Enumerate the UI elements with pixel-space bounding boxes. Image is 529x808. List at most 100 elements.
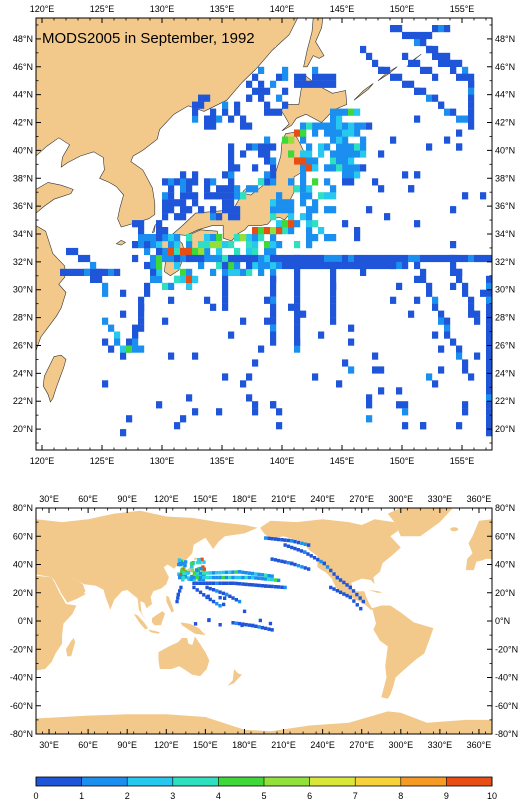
observation-cell [432,45,439,54]
observation-cell [296,548,300,552]
observation-cell [246,80,253,88]
observation-cell [286,561,291,565]
observation-cell [355,603,359,607]
observation-cell [132,331,139,339]
observation-cell [260,584,264,588]
observation-cell [324,80,331,88]
lat-label-right: 40°N [495,145,515,155]
observation-cell [192,575,196,580]
observation-cell [462,254,469,263]
observation-cell [240,150,247,158]
observation-cell [348,178,355,186]
observation-cell [234,164,241,172]
observation-cell [450,241,457,249]
observation-cell [336,150,343,158]
observation-cell [144,241,151,249]
colorbar-segment [400,777,447,786]
observation-cell [176,592,180,597]
greenland-landmass [387,508,453,537]
observation-cell [342,129,349,137]
observation-cell [102,268,109,276]
observation-cell [270,310,277,318]
observation-cell [294,303,301,311]
observation-cell [180,571,184,575]
observation-cell [176,596,180,600]
observation-cell [444,25,451,33]
observation-cell [330,157,337,165]
observation-cell [342,220,349,228]
observation-cell [450,59,457,67]
observation-cell [78,268,85,276]
observation-cell [414,38,421,47]
observation-cell [342,261,349,270]
observation-cell [348,157,355,165]
observation-cell [408,31,415,40]
observation-cell [267,577,271,582]
observation-cell [348,261,355,270]
observation-cell [168,234,175,242]
observation-cell [204,185,211,193]
observation-cell [237,575,242,580]
lat-label-left: 44°N [13,90,33,100]
observation-cell [247,575,251,580]
observation-cell [354,129,361,137]
observation-cell [201,577,206,582]
observation-cell [486,387,493,395]
observation-cell [252,359,259,367]
lat-label-left: -40°N [10,673,33,683]
observation-cell [210,254,217,263]
observation-cell [360,268,367,276]
observation-cell [114,331,121,339]
observation-cell [138,345,145,353]
observation-cell [312,129,319,137]
observation-cell [345,593,349,598]
observation-cell [462,366,469,374]
observation-cell [293,546,297,551]
observation-cell [221,575,225,580]
observation-cell [342,171,349,179]
observation-cell [234,108,241,116]
lon-label-bottom: 135°E [210,456,235,466]
observation-cell [366,394,373,402]
observation-cell [414,254,421,263]
observation-cell [456,115,463,123]
observation-cell [254,576,258,580]
observation-cell [202,575,206,580]
lon-label-bottom: 125°E [90,456,115,466]
lat-label-left: 20°N [13,588,33,598]
observation-cell [348,254,355,263]
observation-cell [330,136,337,144]
observation-cell [222,282,229,290]
observation-cell [270,80,277,88]
observation-cell [114,268,121,276]
observation-cell [150,261,157,270]
observation-cell [486,373,493,381]
observation-cell [270,275,277,283]
observation-cell [336,261,343,270]
observation-cell [322,561,326,566]
observation-cell [252,408,259,416]
observation-cell [162,317,169,325]
observation-cell [267,584,271,588]
observation-cell [288,220,295,228]
sumatra-landmass [133,613,148,630]
observation-cell [258,345,265,353]
observation-cell [270,227,277,235]
observation-cell [208,586,212,591]
observation-cell [300,73,307,81]
observation-cell [306,206,313,214]
africa-landmass [36,575,77,671]
observation-cell [234,192,241,200]
observation-cell [264,157,271,165]
lat-label-right: 40°N [495,560,515,570]
observation-cell [307,543,311,547]
observation-cell [396,282,403,290]
observation-cell [102,338,109,346]
observation-cell [330,206,337,214]
observation-cell [102,289,109,297]
observation-cell [246,241,253,249]
observation-cell [240,254,247,263]
observation-cell [205,581,209,585]
observation-cell [84,254,91,263]
observation-cell [138,317,145,325]
